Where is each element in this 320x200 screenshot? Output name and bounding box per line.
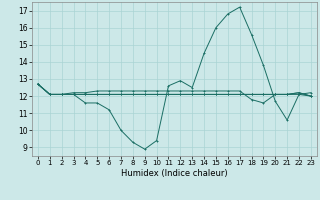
X-axis label: Humidex (Indice chaleur): Humidex (Indice chaleur) [121,169,228,178]
